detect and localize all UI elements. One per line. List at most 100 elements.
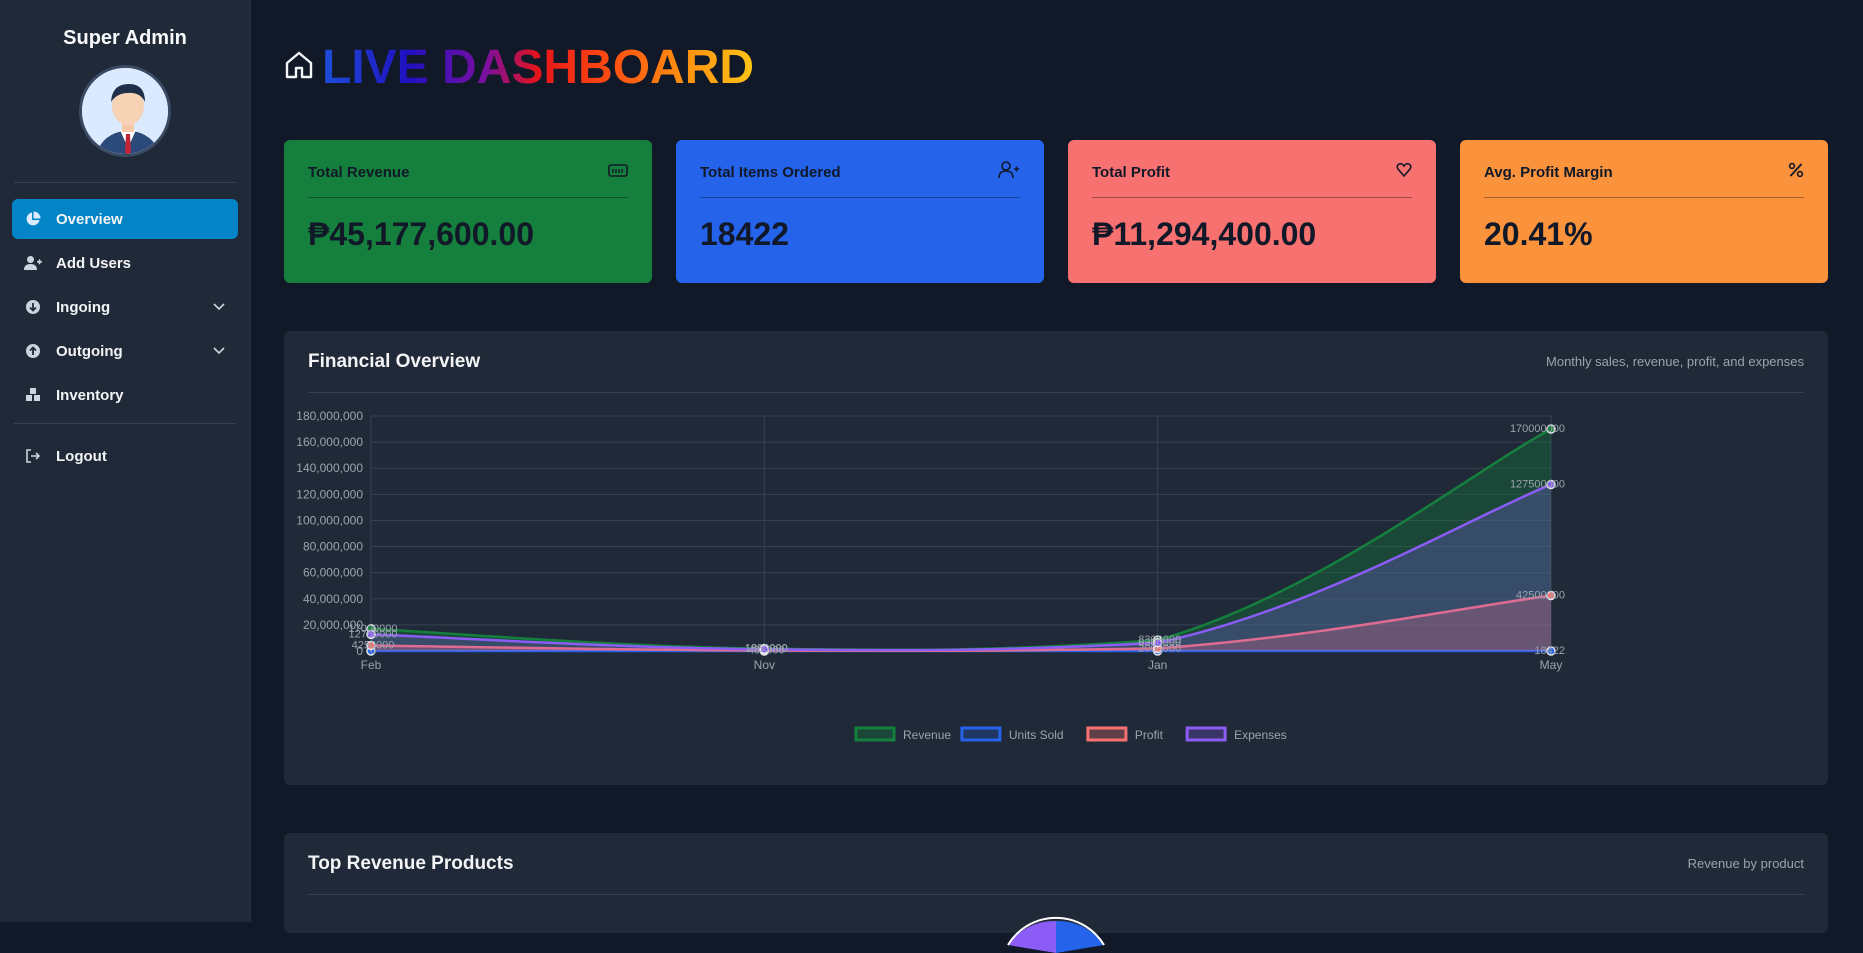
- legend-item[interactable]: Expenses: [1185, 726, 1287, 742]
- y-tick-label: 20,000,000: [303, 618, 363, 632]
- sidebar-divider: [14, 423, 236, 424]
- y-tick-label: 160,000,000: [296, 435, 363, 449]
- y-tick-label: 140,000,000: [296, 461, 363, 475]
- home-icon[interactable]: [284, 50, 314, 85]
- sidebar-item-label: Overview: [56, 210, 123, 228]
- pie-chart-icon: [24, 210, 42, 228]
- panel-title: Top Revenue Products: [308, 852, 514, 874]
- legend-label: Units Sold: [1009, 728, 1064, 742]
- cash-register-icon: [608, 162, 628, 183]
- boxes-icon: [24, 386, 42, 404]
- logout-icon: [24, 447, 42, 465]
- y-tick-label: 180,000,000: [296, 409, 363, 423]
- panel-subtitle: Revenue by product: [1687, 856, 1804, 871]
- y-tick-label: 120,000,000: [296, 487, 363, 501]
- heart-icon: [1396, 162, 1412, 183]
- card-value: ₱11,294,400.00: [1092, 216, 1317, 252]
- y-tick-label: 40,000,000: [303, 592, 363, 606]
- chevron-down-icon[interactable]: [212, 299, 226, 317]
- user-plus-icon: [24, 254, 42, 272]
- series-area-profit: [371, 595, 1551, 651]
- arrow-up-circle-icon: [24, 342, 42, 360]
- data-label: 12750000: [349, 628, 398, 640]
- data-point: [1546, 424, 1556, 434]
- sidebar-item-label: Outgoing: [56, 342, 123, 360]
- legend-item[interactable]: Revenue: [854, 726, 951, 742]
- card-total-revenue: Total Revenue ₱45,177,600.00: [284, 140, 652, 283]
- y-tick-label: 0: [356, 644, 363, 658]
- card-label: Total Revenue: [308, 164, 410, 181]
- card-label: Total Profit: [1092, 164, 1171, 181]
- data-label: 4250000: [352, 639, 395, 651]
- financial-overview-panel: Financial Overview Monthly sales, revenu…: [284, 331, 1828, 785]
- card-total-items-ordered: Total Items Ordered 18422: [676, 140, 1044, 283]
- sidebar-item-label: Add Users: [56, 254, 132, 272]
- legend-swatch: [854, 726, 896, 742]
- x-tick-label: Feb: [361, 658, 382, 672]
- card-label: Avg. Profit Margin: [1484, 164, 1613, 181]
- data-label: 2000000: [1138, 642, 1181, 654]
- data-point: [366, 629, 376, 640]
- data-label: 17000000: [349, 623, 398, 635]
- sidebar-item-add-users[interactable]: Add Users: [12, 243, 238, 283]
- logout-button[interactable]: Logout: [12, 436, 238, 476]
- percent-icon: [1788, 162, 1804, 183]
- legend-label: Revenue: [903, 728, 951, 742]
- x-tick-label: Jan: [1148, 658, 1167, 672]
- y-tick-label: 60,000,000: [303, 566, 363, 580]
- sidebar-item-inventory[interactable]: Inventory: [12, 375, 238, 415]
- main-content: LIVE DASHBOARD Total Revenue ₱45,177,600…: [251, 0, 1863, 953]
- series-area-revenue: [371, 429, 1551, 651]
- sidebar-item-ingoing[interactable]: Ingoing: [12, 287, 238, 327]
- legend-swatch: [960, 726, 1002, 742]
- x-tick-label: Nov: [754, 658, 775, 672]
- legend-swatch: [1086, 726, 1128, 742]
- y-tick-label: 100,000,000: [296, 513, 363, 527]
- sidebar-item-outgoing[interactable]: Outgoing: [12, 331, 238, 371]
- data-label: 6300000: [1138, 637, 1181, 649]
- data-point: [366, 640, 376, 651]
- data-point: [759, 644, 770, 654]
- x-tick-label: May: [1540, 658, 1563, 672]
- data-label: 127500000: [1510, 479, 1565, 491]
- chevron-down-icon[interactable]: [212, 343, 226, 361]
- data-point: [1546, 479, 1556, 490]
- card-value: 18422: [700, 216, 789, 252]
- series-line-expenses: [370, 483, 1552, 652]
- legend-label: Profit: [1135, 728, 1164, 742]
- card-total-profit: Total Profit ₱11,294,400.00: [1068, 140, 1436, 283]
- financial-chart[interactable]: 0 20,000,000 40,000,000 60,000,000 80,000,00…: [284, 393, 1828, 785]
- product-pie-chart[interactable]: [996, 913, 1116, 953]
- data-label: 42500000: [1516, 590, 1565, 602]
- page-title: LIVE DASHBOARD: [284, 40, 754, 95]
- y-tick-label: 80,000,000: [303, 540, 363, 554]
- card-label: Total Items Ordered: [700, 164, 841, 181]
- data-label: 170000000: [1510, 423, 1565, 435]
- card-value: ₱45,177,600.00: [308, 216, 534, 252]
- legend-swatch: [1185, 726, 1227, 742]
- panel-subtitle: Monthly sales, revenue, profit, and expe…: [1546, 354, 1804, 369]
- sidebar-divider: [14, 182, 236, 183]
- series-area-expenses: [371, 484, 1551, 651]
- data-point: [1546, 590, 1556, 601]
- page-title-text: LIVE DASHBOARD: [322, 41, 755, 94]
- sidebar-item-overview[interactable]: Overview: [12, 199, 238, 239]
- data-point: [1546, 646, 1556, 656]
- data-point: [1152, 638, 1163, 648]
- arrow-down-circle-icon: [24, 298, 42, 316]
- user-plus-icon: [998, 161, 1020, 184]
- logout-label: Logout: [56, 447, 107, 465]
- pie-slice[interactable]: [1008, 920, 1056, 953]
- top-revenue-products-panel: Top Revenue Products Revenue by product: [284, 833, 1828, 953]
- pie-slice[interactable]: [1056, 920, 1104, 953]
- panel-title: Financial Overview: [308, 350, 481, 372]
- card-avg-profit-margin: Avg. Profit Margin 20.41%: [1460, 140, 1828, 283]
- legend-item[interactable]: Profit: [1086, 726, 1164, 742]
- data-label: 0: [370, 645, 376, 657]
- user-avatar-icon: [82, 68, 168, 154]
- sidebar-title: Super Admin: [63, 27, 187, 49]
- data-label: 18422: [1534, 645, 1565, 657]
- legend-item[interactable]: Units Sold: [960, 726, 1064, 742]
- sidebar-item-label: Ingoing: [56, 298, 111, 316]
- sidebar-item-label: Inventory: [56, 386, 124, 404]
